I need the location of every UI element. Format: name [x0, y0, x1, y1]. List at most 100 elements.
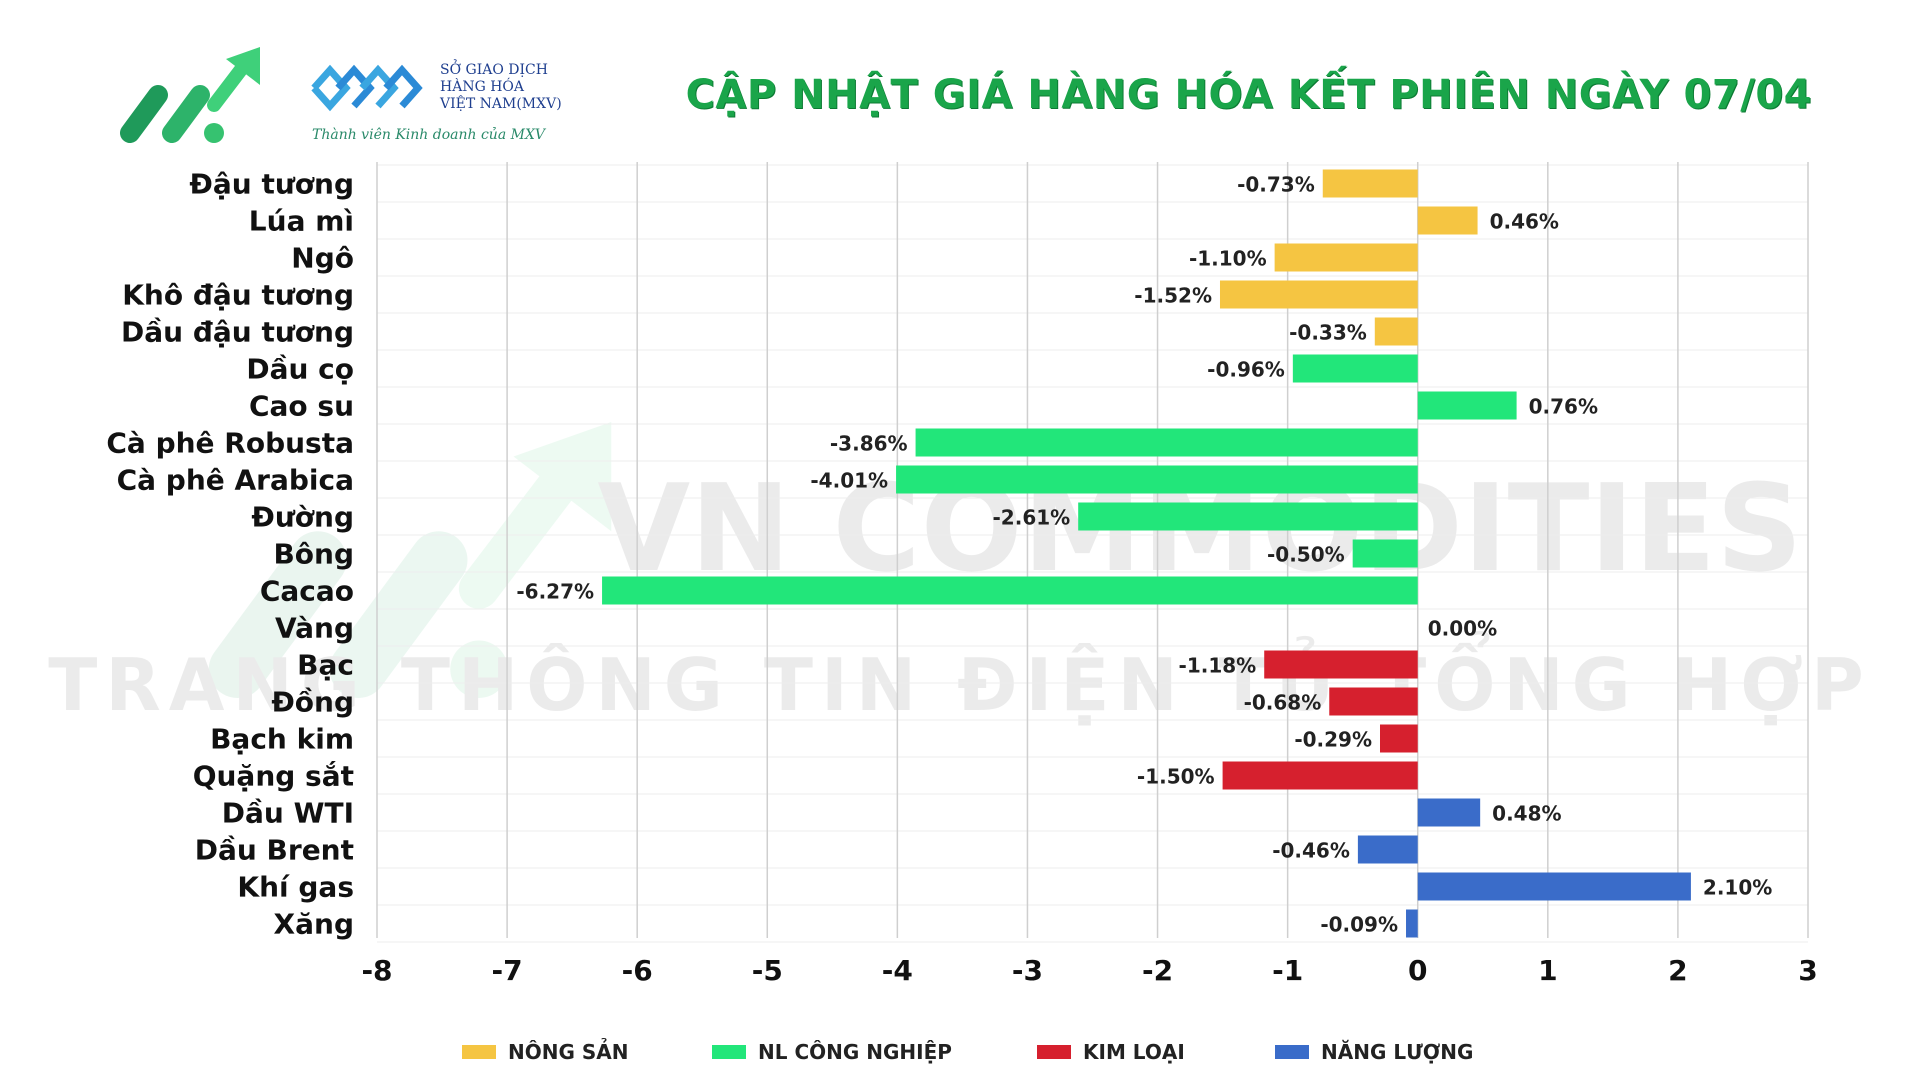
x-tick-label: 3 — [1798, 954, 1817, 987]
mxv-line-2: HÀNG HÓA — [440, 79, 524, 95]
category-label: Quặng sắt — [193, 760, 354, 793]
bar — [1406, 909, 1418, 938]
legend-swatch — [712, 1045, 746, 1059]
category-label: Dầu WTI — [222, 797, 354, 830]
value-label: -2.61% — [993, 506, 1071, 530]
category-label: Cà phê Arabica — [117, 464, 354, 497]
bar — [1417, 872, 1691, 901]
category-label: Bạc — [297, 649, 354, 682]
bar — [1329, 687, 1418, 716]
x-tick-label: -6 — [622, 954, 653, 987]
category-label: Đường — [251, 501, 354, 534]
category-label: Bông — [273, 538, 354, 571]
value-label: 0.48% — [1492, 802, 1561, 826]
grid-lines — [376, 162, 1809, 943]
mxv-exchange-name: SỞ GIAO DỊCH HÀNG HÓA VIỆT NAM(MXV) — [440, 62, 562, 113]
legend-item: NÔNG SẢN — [462, 1040, 628, 1064]
bar — [1374, 317, 1418, 346]
x-tick-label: -1 — [1272, 954, 1303, 987]
value-label: -3.86% — [830, 432, 908, 456]
value-label: -1.10% — [1189, 247, 1267, 271]
bar — [1274, 243, 1418, 272]
legend-label: NÔNG SẢN — [508, 1040, 629, 1064]
bar — [1219, 280, 1418, 309]
legend-swatch — [462, 1045, 496, 1059]
category-label: Đậu tương — [189, 168, 354, 201]
category-label: Xăng — [274, 908, 354, 941]
bar — [1417, 391, 1517, 420]
category-labels: Đậu tương Lúa mì Ngô Khô đậu tương Dầu đậu t… — [106, 168, 354, 941]
legend-label: NL CÔNG NGHIỆP — [758, 1040, 952, 1064]
mxv-member-caption: Thành viên Kinh doanh của MXV — [312, 127, 546, 143]
mxv-line-3: VIỆT NAM(MXV) — [440, 96, 562, 112]
category-label: Bạch kim — [210, 723, 354, 756]
bar — [1417, 798, 1481, 827]
x-tick-label: -8 — [361, 954, 392, 987]
bar — [602, 576, 1418, 605]
value-label: 0.76% — [1529, 395, 1598, 419]
value-label: -0.73% — [1237, 173, 1315, 197]
bar — [1352, 539, 1418, 568]
legend-label: KIM LOẠI — [1083, 1040, 1185, 1064]
bar — [1292, 354, 1418, 383]
x-tick-label: 1 — [1538, 954, 1557, 987]
legend-item: NĂNG LƯỢNG — [1275, 1040, 1473, 1064]
value-label: 2.10% — [1703, 876, 1772, 900]
watermark-line-2: TRANG THÔNG TIN ĐIỆN TỬ TỔNG HỢP — [48, 632, 1872, 727]
bar — [1417, 206, 1478, 235]
x-tick-labels: -8 -7 -6 -5 -4 -3 -2 -1 0 1 2 3 — [361, 954, 1817, 987]
bar — [1357, 835, 1418, 864]
value-label: -1.52% — [1134, 284, 1212, 308]
category-label: Cà phê Robusta — [106, 427, 354, 460]
value-label: -0.33% — [1289, 321, 1367, 345]
bar — [1264, 650, 1418, 679]
x-tick-label: -7 — [492, 954, 523, 987]
value-label: -1.50% — [1137, 765, 1215, 789]
value-label: -4.01% — [810, 469, 888, 493]
bars — [602, 169, 1691, 938]
category-label: Vàng — [275, 612, 354, 645]
legend: NÔNG SẢN NL CÔNG NGHIỆP KIM LOẠI NĂNG LƯỢNG — [0, 1040, 1920, 1070]
category-label: Dầu đậu tương — [121, 316, 354, 349]
legend-swatch — [1037, 1045, 1071, 1059]
header: SỞ GIAO DỊCH HÀNG HÓA VIỆT NAM(MXV) Thàn… — [0, 0, 1920, 150]
category-label: Khô đậu tương — [122, 279, 354, 312]
bar — [1222, 761, 1418, 790]
category-label: Dầu Brent — [195, 834, 354, 867]
value-label: -6.27% — [516, 580, 594, 604]
value-label: -0.68% — [1244, 691, 1322, 715]
watermark-arrow-icon — [208, 422, 612, 698]
category-label: Dầu cọ — [246, 353, 354, 386]
category-label: Lúa mì — [249, 205, 354, 238]
legend-label: NĂNG LƯỢNG — [1321, 1040, 1474, 1064]
bar — [896, 465, 1418, 494]
category-label: Ngô — [291, 242, 354, 275]
x-tick-label: -3 — [1012, 954, 1043, 987]
category-label: Cao su — [249, 390, 354, 423]
x-tick-label: -2 — [1142, 954, 1173, 987]
page-title: CẬP NHẬT GIÁ HÀNG HÓA KẾT PHIÊN NGÀY 07/… — [685, 72, 1812, 118]
value-label: -0.50% — [1267, 543, 1345, 567]
bar — [1322, 169, 1418, 198]
x-tick-label: -4 — [882, 954, 913, 987]
category-label: Đồng — [271, 686, 354, 719]
rising-arrow-logo-icon — [120, 47, 260, 143]
x-tick-label: 0 — [1408, 954, 1427, 987]
value-label: 0.46% — [1490, 210, 1559, 234]
value-label: -0.96% — [1207, 358, 1285, 382]
value-labels: -0.73% 0.46% -1.10% -1.52% -0.33%-0.96% 0.76%… — [516, 173, 1772, 937]
legend-item: NL CÔNG NGHIỆP — [712, 1040, 952, 1064]
bar — [915, 428, 1418, 457]
legend-swatch — [1275, 1045, 1309, 1059]
category-label: Cacao — [260, 575, 354, 608]
value-label: 0.00% — [1428, 617, 1497, 641]
value-label: -0.09% — [1320, 913, 1398, 937]
category-label: Khí gas — [237, 871, 354, 904]
x-tick-label: -5 — [752, 954, 783, 987]
mxv-line-1: SỞ GIAO DỊCH — [440, 62, 548, 78]
value-label: -1.18% — [1179, 654, 1257, 678]
bar — [1078, 502, 1418, 531]
value-label: -0.29% — [1294, 728, 1372, 752]
x-tick-label: 2 — [1668, 954, 1687, 987]
commodity-change-chart: VN COMMODITIES TRANG THÔNG TIN ĐIỆN TỬ T… — [48, 162, 1872, 987]
